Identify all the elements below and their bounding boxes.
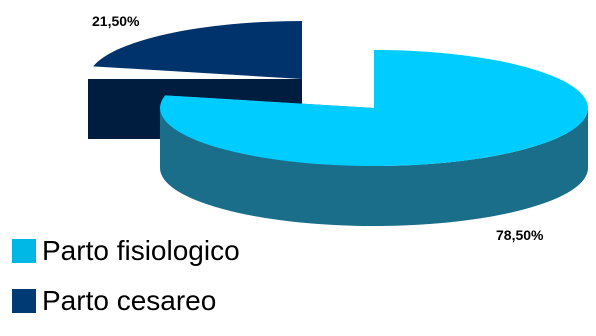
slice-parto-fisiologico <box>159 50 588 226</box>
pie-chart: 21,50% 78,50% <box>88 13 588 243</box>
legend: Parto fisiologico Parto cesareo <box>12 236 240 336</box>
slice-top-parto-cesareo <box>93 21 303 79</box>
legend-label-parto-cesareo: Parto cesareo <box>42 285 217 316</box>
data-label-parto-cesareo: 21,50% <box>92 13 140 29</box>
legend-swatch-parto-fisiologico <box>12 239 36 263</box>
legend-swatch-parto-cesareo <box>12 289 36 313</box>
legend-item-parto-cesareo: Parto cesareo <box>12 286 240 316</box>
data-label-parto-fisiologico: 78,50% <box>496 227 544 243</box>
slice-top-parto-fisiologico <box>159 50 588 166</box>
legend-label-parto-fisiologico: Parto fisiologico <box>42 235 240 266</box>
legend-item-parto-fisiologico: Parto fisiologico <box>12 236 240 266</box>
